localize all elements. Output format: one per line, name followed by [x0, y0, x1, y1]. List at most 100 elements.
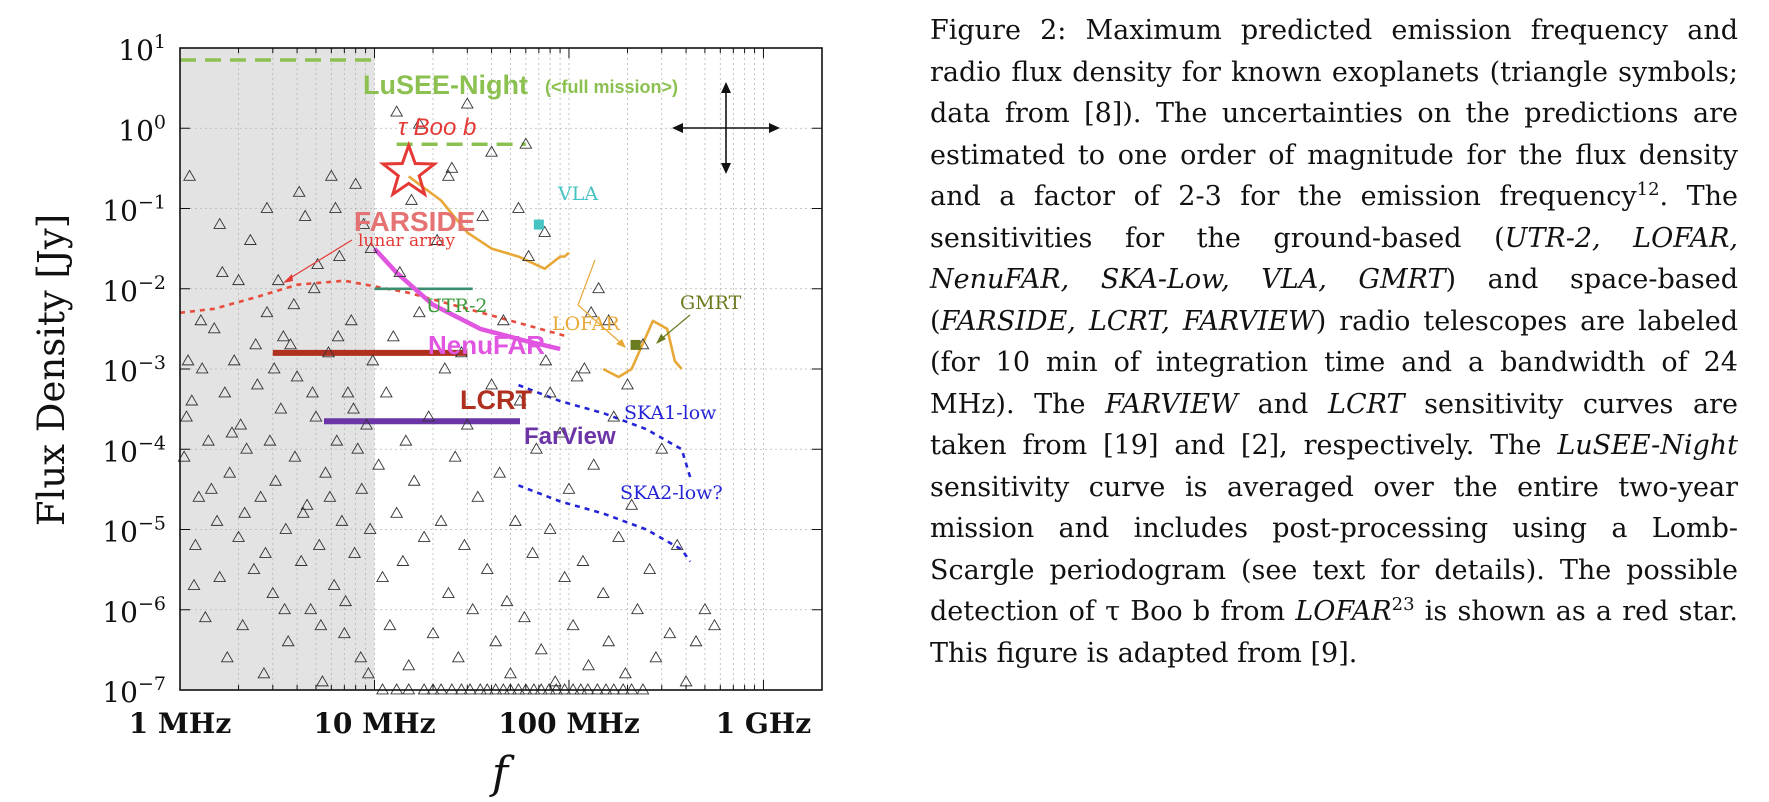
exoplanet-point	[522, 249, 536, 261]
exoplanet-point	[267, 362, 281, 374]
y-tick-label: 10−3	[102, 352, 166, 388]
lunar-array-arrowhead	[283, 274, 293, 283]
exoplanet-point	[402, 659, 416, 671]
caption-part: LCRT	[1328, 388, 1405, 420]
exoplanet-point	[602, 634, 616, 647]
exoplanet-point	[188, 538, 202, 550]
exoplanet-point	[426, 683, 440, 695]
exoplanet-point	[355, 482, 369, 494]
exoplanet-point	[441, 586, 455, 599]
exoplanet-point	[210, 514, 224, 526]
exoplanet-point	[232, 273, 246, 286]
x-tick-label: 10 MHz	[313, 707, 435, 740]
exoplanet-point	[304, 602, 318, 615]
exoplanet-point	[344, 313, 358, 326]
lofar-arrow-lines	[577, 259, 624, 346]
exoplanet-point	[466, 602, 480, 615]
exoplanet-point	[257, 667, 271, 679]
caption-part: and	[1238, 388, 1329, 420]
caption-part: UTR-2, LOFAR, NenuFAR, SKA-Low, VLA, GMR…	[930, 222, 1739, 296]
exoplanet-point	[195, 362, 209, 374]
y-tick-label: 100	[118, 111, 166, 147]
figure-chart: LuSEE-Night (<full mission>) τ Boo b FARSID…	[30, 31, 823, 799]
y-tick-label: 10−4	[102, 432, 166, 468]
exoplanet-point	[180, 410, 193, 422]
exoplanet-point	[271, 273, 285, 286]
label-lcrt: LCRT	[460, 385, 532, 415]
exoplanet-point	[187, 578, 201, 591]
lofar-arrowhead	[616, 339, 626, 348]
caption-part: LuSEE-Night	[1557, 430, 1738, 461]
lunar-array-arrow	[286, 239, 353, 281]
label-ska1-low: SKA1-low	[624, 402, 717, 424]
exoplanet-point	[485, 145, 499, 157]
exoplanet-point	[227, 354, 241, 366]
exoplanet-point	[485, 378, 499, 390]
exoplanet-point	[323, 490, 337, 502]
exoplanet-point	[558, 570, 572, 582]
exoplanet-point	[360, 418, 373, 430]
exoplanet-point	[511, 201, 525, 213]
exoplanet-point	[542, 683, 556, 695]
exoplanet-point	[192, 490, 206, 502]
exoplanet-point	[288, 450, 302, 462]
exoplanet-point	[493, 466, 507, 478]
exoplanet-point	[218, 386, 232, 398]
caption-part: . The sensitivities for the ground-based…	[930, 181, 1738, 254]
x-tick-label: 100 MHz	[498, 707, 640, 740]
uncertainty-arrow-right	[769, 123, 780, 133]
exoplanet-point	[390, 683, 404, 695]
exoplanet-point	[321, 346, 335, 358]
exoplanet-point	[372, 458, 386, 470]
exoplanet-point	[599, 683, 613, 695]
uncertainty-arrow-down	[721, 163, 731, 174]
gmrt-arrow	[659, 314, 691, 341]
exoplanet-points	[177, 97, 721, 695]
exoplanet-point	[405, 193, 418, 205]
grid-lines	[179, 47, 823, 691]
tau-boo-b-star	[378, 140, 439, 198]
exoplanet-point	[177, 450, 191, 462]
exoplanet-point	[445, 161, 459, 173]
exoplanet-point	[290, 370, 304, 382]
exoplanet-point	[263, 434, 277, 446]
exoplanet-point	[460, 418, 474, 430]
curve-ska2-low	[518, 484, 692, 563]
exoplanet-point	[534, 642, 548, 655]
telescope-markers	[378, 140, 641, 350]
y-tick-label: 10−7	[102, 673, 166, 709]
exoplanet-point	[247, 562, 261, 574]
exoplanet-point	[500, 594, 514, 607]
exoplanet-point	[517, 610, 531, 623]
exoplanet-point	[503, 667, 517, 679]
exoplanet-point	[232, 530, 246, 542]
exoplanet-point	[549, 683, 563, 695]
exoplanet-point	[612, 530, 626, 542]
exoplanet-point	[331, 329, 345, 342]
exoplanet-point	[307, 281, 321, 294]
label-farview: FarView	[524, 423, 616, 450]
exoplanet-point	[376, 683, 390, 695]
exoplanet-point	[445, 683, 459, 695]
exoplanet-point	[596, 586, 610, 599]
exoplanet-point	[496, 683, 510, 695]
exoplanet-point	[448, 450, 462, 462]
exoplanet-point	[655, 442, 669, 454]
exoplanet-point	[294, 554, 308, 566]
exoplanet-point	[198, 610, 212, 623]
exoplanet-point	[185, 394, 199, 406]
exoplanet-point	[390, 506, 404, 518]
exoplanet-point	[332, 249, 346, 261]
exoplanet-point	[351, 442, 365, 454]
exoplanet-point	[460, 97, 474, 109]
x-tick-label: 1 MHz	[129, 707, 232, 740]
exoplanet-point	[616, 683, 630, 695]
exoplanet-point	[266, 586, 280, 599]
exoplanet-point	[204, 482, 218, 494]
exoplanet-point	[574, 683, 588, 695]
exoplanet-point	[292, 185, 306, 197]
caption-part: is shown as a red star. This figure is a…	[930, 596, 1738, 669]
exoplanet-point	[438, 362, 452, 374]
exoplanet-point	[473, 683, 487, 695]
exoplanet-point	[281, 634, 295, 647]
